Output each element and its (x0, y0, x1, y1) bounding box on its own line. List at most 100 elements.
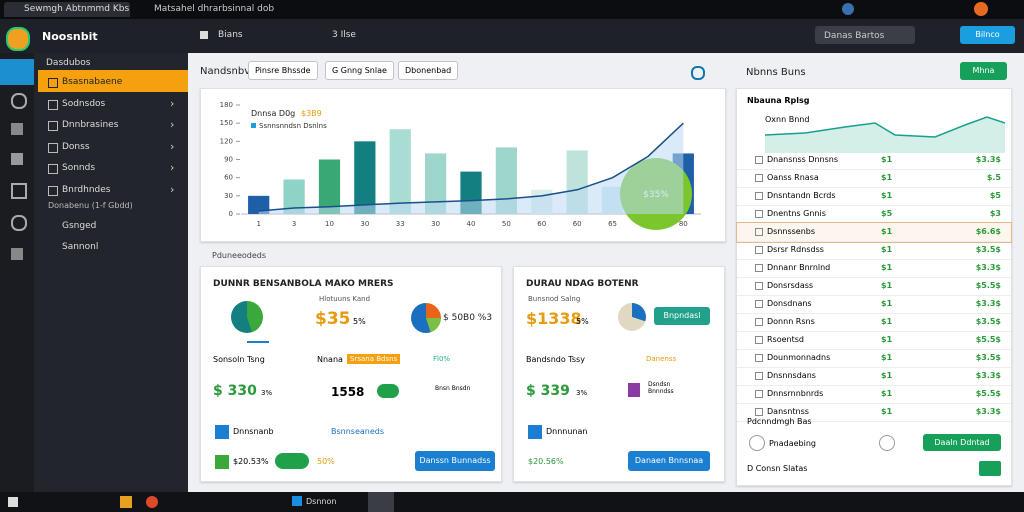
chevron: › (170, 182, 175, 196)
dropdown[interactable]: Dbonenbad (398, 61, 459, 80)
pct: 50% (317, 457, 335, 466)
nav-icon[interactable] (11, 248, 23, 260)
menu-icon (48, 185, 58, 196)
footer-button[interactable]: Daaln Ddntad (923, 434, 1001, 451)
menu-item[interactable]: Sonnds (62, 163, 96, 173)
card-button[interactable]: Danssn Bunnadss (415, 451, 495, 471)
icon (215, 455, 229, 469)
toggle[interactable] (377, 384, 399, 398)
row-icon (755, 246, 763, 254)
list-row: Dnsntandn Bcrds $1 $5 (737, 187, 1011, 206)
search-box[interactable] (815, 26, 915, 44)
toggle[interactable] (275, 453, 309, 469)
row-count: $1 (881, 407, 893, 416)
row-label: Donsdnans (767, 299, 812, 308)
row-count: $1 (881, 227, 893, 236)
dropdown[interactable]: Pinsre Bhssde (248, 61, 318, 80)
row-icon (755, 318, 763, 326)
tab[interactable] (4, 2, 130, 17)
nav-icon[interactable] (11, 123, 23, 135)
refresh-icon[interactable] (691, 66, 705, 80)
list-row: Dnsnnsdans $1 $3.3$ (737, 367, 1011, 386)
list-row: Dnentns Gnnis $5 $3 (737, 205, 1011, 224)
panel-sub: Nbauna Rplsg (747, 96, 810, 105)
card-button[interactable]: Danaen Bnnsnaa (628, 451, 710, 471)
chevron: › (170, 139, 175, 153)
task-icon[interactable] (120, 496, 132, 508)
panel-button[interactable]: Mhna (960, 62, 1007, 80)
active-item[interactable] (38, 70, 188, 92)
list-row: Dansntnss $1 $3.3$ (737, 403, 1011, 422)
row-icon (755, 228, 763, 236)
row-label: Dnnsrnnbnrds (767, 389, 824, 398)
metric-card: DUNNR BENSANBOLA MAKO MRERS Hlotuuns Kan… (200, 266, 502, 482)
menu-item[interactable]: Bsasnabaene (62, 77, 123, 87)
row-amount: $3.5$ (975, 353, 1001, 362)
tab-title[interactable]: Matsahel dhrarbsinnal dob (154, 4, 275, 14)
row-label: Dnsntandn Bcrds (767, 191, 836, 200)
y-tick-label: 150 (220, 119, 233, 127)
profile-icon[interactable] (842, 3, 854, 15)
row-icon (755, 210, 763, 218)
row-label: Oanss Rnasa (767, 173, 819, 182)
list-row: Dsrsr Rdnsdss $1 $3.5$ (737, 241, 1011, 260)
tab-bar: Sewmgh Abtnmmd Kbs Matsahel dhrarbsinnal… (0, 0, 1024, 19)
nav-icon[interactable] (0, 59, 34, 85)
value: $20.53% (233, 457, 269, 466)
value: $ 339 (526, 383, 570, 399)
big-value: $35 (315, 309, 351, 329)
row-label: Dnentns Gnnis (767, 209, 826, 218)
start-button[interactable] (8, 497, 18, 507)
row-amount: $3.5$ (975, 317, 1001, 326)
x-tick-label: 1 (256, 220, 260, 228)
row-count: $1 (881, 353, 893, 362)
menu-item[interactable]: Sodnsdos (62, 98, 106, 109)
count: 3 Ilse (332, 30, 356, 40)
label: Dsndsn Bnnndss (648, 381, 674, 395)
row-amount: $6.6$ (975, 227, 1001, 236)
menu-item[interactable]: Sannonl (62, 242, 99, 252)
view-name[interactable]: Bians (218, 30, 243, 40)
task-icon[interactable] (292, 496, 302, 506)
chart-card: Dnnsa D0g $3B9 Ssnnsnndsn Dsnlns 0 30 60 90… (200, 88, 726, 242)
link[interactable]: Bsnnseaneds (331, 427, 385, 436)
nav-icon[interactable] (11, 153, 23, 165)
y-tick-label: 180 (220, 101, 233, 109)
nav-icon[interactable] (11, 183, 27, 199)
row-icon (755, 336, 763, 344)
header-button[interactable]: Bilnco (960, 26, 1015, 44)
big-value: $1338 (526, 309, 582, 328)
task-icon[interactable] (368, 492, 394, 512)
nav-icon[interactable] (11, 215, 27, 231)
chart-title-accent: $3B9 (301, 109, 322, 118)
dropdown[interactable]: G Gnng Snlae (325, 61, 394, 80)
row-amount: $3.3$ (975, 371, 1001, 380)
card-title: DUNNR BENSANBOLA MAKO MRERS (213, 279, 394, 289)
menu-item[interactable]: Gsnged (62, 221, 97, 231)
row-amount: $5 (989, 191, 1001, 200)
avatar[interactable] (974, 2, 988, 16)
menu-item[interactable]: Bnrdhndes (62, 184, 111, 195)
card-button[interactable]: Bnpndasl (654, 307, 710, 325)
row-icon (755, 354, 763, 362)
icon (215, 425, 229, 439)
app-name: Noosnbit (42, 30, 98, 43)
nav-icon[interactable] (11, 93, 27, 109)
list-row: Oanss Rnasa $1 $.5 (737, 169, 1011, 188)
menu-item[interactable]: Donss (62, 141, 90, 152)
list-row: Dsnnssenbs $1 $6.6$ (736, 222, 1012, 243)
bar (389, 129, 411, 214)
menu-item[interactable]: Dnnbrasines (62, 120, 119, 130)
x-tick-label: 30 (360, 220, 369, 228)
row-count: $1 (881, 335, 893, 344)
icon-button[interactable] (979, 461, 1001, 476)
pct: 3% (576, 389, 588, 397)
row-label: Donsrsdass (767, 281, 814, 290)
list-row: Donsrsdass $1 $5.5$ (737, 277, 1011, 296)
label: Dnnsnanb (233, 427, 274, 436)
task-icon[interactable] (146, 496, 158, 508)
label: D Consn Slatas (747, 464, 808, 473)
row-label: Dnnanr Bnrnlnd (767, 263, 831, 272)
value: 1558 (331, 385, 365, 399)
